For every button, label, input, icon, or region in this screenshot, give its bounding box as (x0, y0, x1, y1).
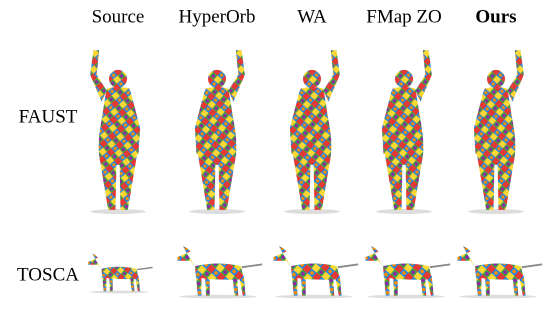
mesh-render (468, 50, 524, 214)
figure: Source HyperOrb WA FMap ZO Ours FAUST TO… (0, 0, 548, 309)
mesh-render (366, 246, 451, 298)
mesh-render (189, 50, 245, 214)
column-header: WA (297, 6, 327, 27)
row-label: FAUST (19, 106, 78, 127)
mesh-render (284, 50, 340, 214)
row-label: TOSCA (17, 264, 79, 285)
mesh-render (458, 246, 543, 298)
mesh-render (90, 50, 146, 214)
mesh-render (376, 50, 432, 214)
column-header: FMap ZO (366, 6, 441, 27)
column-headers: Source HyperOrb WA FMap ZO Ours (92, 6, 517, 27)
mesh-render (274, 246, 359, 298)
mesh-render (88, 254, 152, 294)
renderings (88, 50, 542, 298)
column-header: Ours (475, 6, 516, 27)
column-header: HyperOrb (178, 6, 255, 27)
mesh-render (178, 246, 263, 298)
column-header: Source (92, 6, 145, 27)
